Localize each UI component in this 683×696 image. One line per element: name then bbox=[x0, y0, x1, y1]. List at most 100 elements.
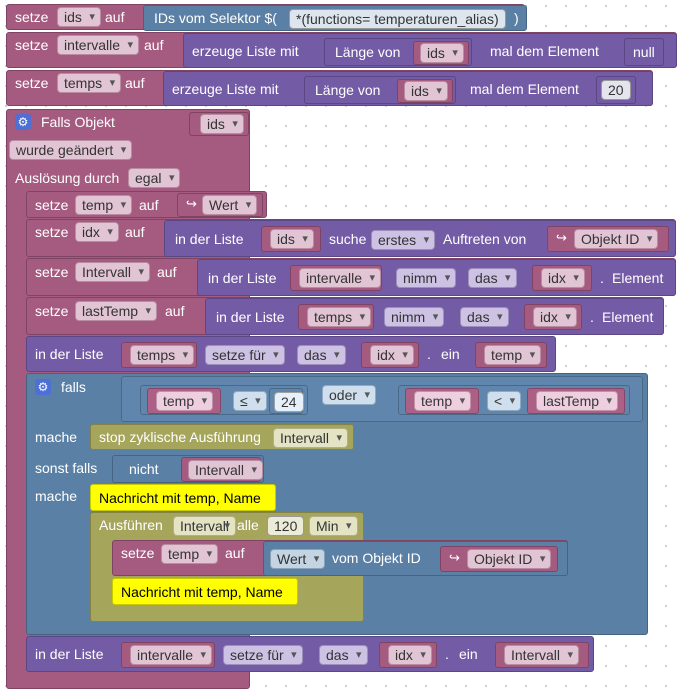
value-block[interactable]: ↪ Wert bbox=[177, 193, 263, 217]
or-block[interactable]: temp ≤ 24 oder temp < lastTemp bbox=[121, 376, 643, 422]
selector-value-field[interactable]: *(functions= temperaturen_alias) bbox=[289, 9, 506, 29]
create-list-block[interactable]: erzeuge Liste mit Länge von ids mal dem … bbox=[183, 33, 677, 68]
stop-interval-block[interactable]: stop zyklische Ausführung Intervall bbox=[90, 424, 354, 450]
list-set-temps-block[interactable]: in der Liste temps setze für das idx . e… bbox=[26, 336, 556, 372]
mode-dropdown[interactable]: setze für bbox=[205, 345, 285, 365]
index-var-block[interactable]: idx bbox=[361, 342, 419, 368]
var-dropdown[interactable]: lastTemp bbox=[75, 301, 158, 321]
not-var-block[interactable]: Intervall bbox=[181, 457, 264, 482]
number-block[interactable]: 24 bbox=[269, 388, 304, 414]
var-dropdown[interactable]: idx bbox=[388, 645, 432, 665]
where-dropdown[interactable]: das bbox=[297, 345, 346, 365]
op-dropdown[interactable]: ≤ bbox=[233, 391, 267, 411]
var-dropdown[interactable]: temp bbox=[75, 195, 133, 215]
stop-var-dropdown[interactable]: Intervall bbox=[273, 428, 349, 448]
mode-dropdown[interactable]: nimm bbox=[384, 307, 445, 327]
value-dropdown[interactable]: Wert bbox=[270, 549, 326, 569]
var-dropdown[interactable]: intervalle bbox=[57, 35, 140, 55]
get-block[interactable]: in der Liste temps nimm das idx . Elemen… bbox=[205, 298, 664, 335]
set-temp-block[interactable]: setze temp auf ↪ Wert bbox=[26, 191, 267, 218]
mode-dropdown[interactable]: nimm bbox=[396, 268, 457, 288]
var-dropdown[interactable]: ids bbox=[420, 43, 464, 63]
var-dropdown[interactable]: temp bbox=[484, 345, 542, 365]
right-cmp-block[interactable]: lastTemp bbox=[527, 388, 625, 414]
list-var-block[interactable]: temps bbox=[121, 342, 197, 368]
var-dropdown[interactable]: idx bbox=[75, 222, 119, 242]
var-dropdown[interactable]: ids bbox=[200, 114, 244, 134]
object-var-block[interactable]: ids bbox=[189, 112, 249, 136]
gear-icon[interactable]: ⚙ bbox=[35, 379, 51, 395]
var-dropdown[interactable]: lastTemp bbox=[536, 391, 619, 411]
null-block[interactable]: null bbox=[624, 38, 664, 66]
var-dropdown[interactable]: intervalle bbox=[130, 645, 213, 665]
object-id-dropdown[interactable]: Objekt ID bbox=[574, 229, 659, 249]
changed-dropdown[interactable]: wurde geändert bbox=[9, 140, 133, 160]
comment-block[interactable]: Nachricht mit temp, Name bbox=[90, 484, 276, 511]
mode-dropdown[interactable]: setze für bbox=[223, 645, 303, 665]
object-id-block[interactable]: ↪ Objekt ID bbox=[440, 546, 558, 572]
var-dropdown[interactable]: idx bbox=[541, 268, 585, 288]
comment-block[interactable]: Nachricht mit temp, Name bbox=[112, 578, 298, 605]
index-var-block[interactable]: idx bbox=[524, 304, 582, 330]
run-var-field[interactable]: Intervall bbox=[173, 516, 237, 536]
right-var-block[interactable]: temp bbox=[405, 388, 479, 414]
var-dropdown[interactable]: Intervall bbox=[504, 645, 580, 665]
find-mode-dropdown[interactable]: erstes bbox=[371, 230, 436, 250]
set-idx-block[interactable]: setze idx auf in der Liste ids suche ers… bbox=[26, 219, 676, 257]
object-id-block[interactable]: ↪ Objekt ID bbox=[547, 226, 669, 252]
set-intervalle-block[interactable]: setze intervalle auf erzeuge Liste mit L… bbox=[6, 32, 677, 68]
set-intervall-block[interactable]: setze Intervall auf in der Liste interva… bbox=[26, 258, 676, 296]
var-dropdown[interactable]: Intervall bbox=[188, 460, 264, 480]
var-dropdown[interactable]: temp bbox=[156, 391, 214, 411]
every-value-field[interactable]: 120 bbox=[267, 516, 305, 536]
list-var-block[interactable]: intervalle bbox=[121, 642, 215, 668]
unit-dropdown[interactable]: Min bbox=[309, 516, 358, 536]
set-lasttemp-block[interactable]: setze lastTemp auf in der Liste temps ni… bbox=[26, 297, 664, 335]
where-dropdown[interactable]: das bbox=[468, 268, 517, 288]
var-dropdown[interactable]: ids bbox=[404, 81, 448, 101]
op-dropdown[interactable]: < bbox=[487, 391, 522, 411]
var-dropdown[interactable]: Intervall bbox=[75, 262, 151, 282]
value-dropdown[interactable]: Wert bbox=[202, 195, 258, 215]
find-block[interactable]: in der Liste ids suche erstes Auftreten … bbox=[164, 220, 676, 257]
number-field[interactable]: 20 bbox=[601, 80, 631, 100]
number-field[interactable]: 24 bbox=[274, 392, 304, 412]
var-dropdown[interactable]: temps bbox=[130, 345, 195, 365]
list-var-block[interactable]: temps bbox=[298, 304, 374, 330]
compare-right-block[interactable]: temp < lastTemp bbox=[398, 385, 630, 415]
var-dropdown[interactable]: idx bbox=[370, 345, 414, 365]
where-dropdown[interactable]: das bbox=[460, 307, 509, 327]
var-dropdown[interactable]: temps bbox=[57, 73, 122, 93]
left-var-block[interactable]: temp bbox=[147, 388, 221, 414]
get-block[interactable]: in der Liste intervalle nimm das idx . E… bbox=[197, 259, 676, 296]
var-block[interactable]: ids bbox=[397, 79, 453, 103]
var-dropdown[interactable]: ids bbox=[57, 7, 101, 27]
length-block[interactable]: Länge von ids bbox=[324, 38, 472, 66]
var-dropdown[interactable]: intervalle bbox=[299, 268, 382, 288]
index-var-block[interactable]: idx bbox=[532, 265, 592, 291]
value-var-block[interactable]: temp bbox=[475, 342, 547, 368]
var-dropdown[interactable]: idx bbox=[533, 307, 577, 327]
list-var-block[interactable]: ids bbox=[261, 226, 321, 252]
get-value-block[interactable]: Wert vom Objekt ID ↪ Objekt ID bbox=[263, 541, 568, 576]
var-dropdown[interactable]: temp bbox=[414, 391, 472, 411]
list-var-block[interactable]: intervalle bbox=[290, 265, 382, 291]
or-dropdown[interactable]: oder bbox=[322, 385, 377, 405]
var-dropdown[interactable]: temps bbox=[307, 307, 372, 327]
inner-set-temp-block[interactable]: setze temp auf Wert vom Objekt ID ↪ Obje… bbox=[112, 540, 568, 576]
create-list-block[interactable]: erzeuge Liste mit Länge von ids mal dem … bbox=[163, 71, 653, 106]
index-var-block[interactable]: idx bbox=[379, 642, 437, 668]
set-temps-block[interactable]: setze temps auf erzeuge Liste mit Länge … bbox=[6, 70, 653, 106]
length-block[interactable]: Länge von ids bbox=[304, 76, 456, 104]
trigger-dropdown[interactable]: egal bbox=[128, 168, 181, 188]
not-block[interactable]: nicht Intervall bbox=[112, 455, 264, 483]
var-dropdown[interactable]: ids bbox=[270, 229, 314, 249]
where-dropdown[interactable]: das bbox=[319, 645, 368, 665]
object-id-dropdown[interactable]: Objekt ID bbox=[467, 549, 552, 569]
value-var-block[interactable]: Intervall bbox=[495, 642, 589, 668]
gear-icon[interactable]: ⚙ bbox=[15, 114, 31, 130]
var-block[interactable]: ids bbox=[413, 41, 469, 65]
selector-block[interactable]: IDs vom Selektor $( *(functions= tempera… bbox=[143, 5, 527, 31]
var-dropdown[interactable]: temp bbox=[161, 544, 219, 564]
compare-left-block[interactable]: temp ≤ 24 bbox=[140, 385, 308, 415]
